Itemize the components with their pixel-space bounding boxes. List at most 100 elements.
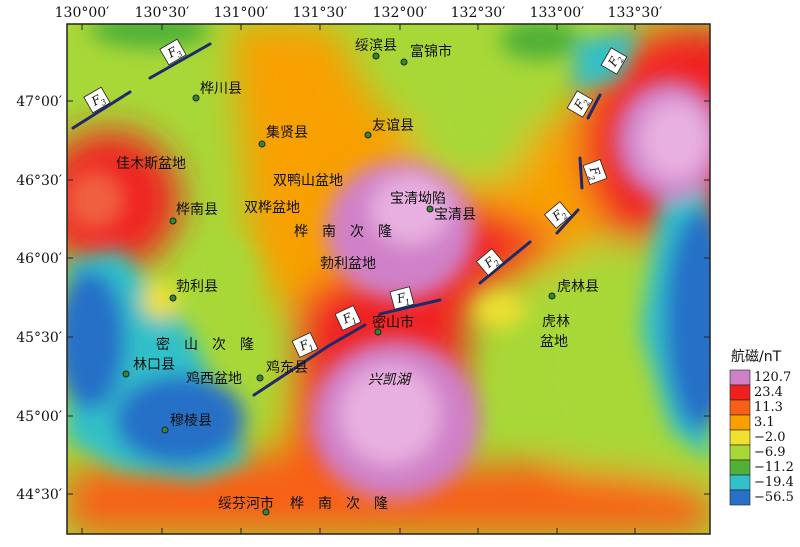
marker-baoqing: [426, 205, 434, 213]
fault-tag-f1-b: F1: [334, 305, 362, 331]
legend-value: 11.3: [754, 400, 783, 415]
place-huachuan: 桦川县: [200, 81, 242, 97]
lon-label: 132°00′: [373, 5, 428, 21]
legend-value: −56.5: [754, 490, 794, 505]
svg-text:F: F: [394, 290, 407, 306]
place-shuangyashan-basin: 双鸭山盆地: [273, 173, 343, 189]
place-hulin: 虎林县: [557, 279, 599, 295]
fault-tag-f2-c: F2: [582, 159, 608, 185]
svg-text:2: 2: [491, 258, 501, 269]
longitude-labels: 130°00′ 130°30′ 131°00′ 131°30′ 132°00′ …: [55, 5, 663, 21]
longitude-axis: [81, 24, 636, 534]
place-fujin: 富锦市: [410, 43, 452, 60]
place-mishan-uplift: 密 山 次 隆: [156, 336, 254, 353]
lon-label: 133°00′: [530, 5, 585, 21]
fault-tag-f2-e: F2: [600, 47, 628, 75]
legend-value: −11.2: [754, 460, 794, 475]
place-suifenhe: 绥芬河市: [218, 495, 274, 512]
place-shuanghua-basin: 双桦盆地: [244, 200, 300, 216]
place-muling: 穆棱县: [170, 413, 212, 429]
place-hulin-basin-1: 虎林: [542, 314, 570, 330]
fault-f1-east: [378, 298, 442, 316]
lon-label: 133°30′: [608, 5, 663, 21]
fault-tag-f1-a: F1: [291, 332, 319, 358]
place-huanan-uplift-south: 桦 南 次 隆: [290, 496, 388, 512]
legend-swatch: [729, 459, 751, 476]
place-linkou: 林口县: [133, 357, 175, 373]
marker-jixian: [258, 140, 266, 148]
place-markers: [122, 52, 556, 516]
marker-huanan: [169, 217, 177, 225]
marker-suifenhe: [262, 508, 270, 516]
svg-text:1: 1: [404, 297, 411, 307]
fault-f2-mid: [478, 240, 532, 285]
lon-label: 130°00′: [55, 5, 110, 21]
legend-value: 23.4: [754, 385, 783, 400]
lon-label: 132°30′: [451, 5, 506, 21]
legend-value: −2.0: [754, 430, 786, 445]
marker-boli: [169, 294, 177, 302]
svg-text:2: 2: [615, 55, 626, 65]
place-youyi: 友谊县: [372, 118, 414, 134]
place-suibin: 绥滨县: [355, 38, 397, 54]
fault-tag-f2-b: F2: [543, 201, 573, 229]
lat-label: 47°00′: [16, 94, 62, 110]
legend-title: 航磁/nT: [731, 349, 782, 365]
legend-swatch: [729, 369, 751, 386]
fault-tag-f3-east: F3: [159, 38, 187, 66]
legend-swatch: [729, 429, 751, 446]
fault-tag-f1-c: F1: [389, 286, 415, 310]
legend-swatch: [729, 414, 751, 431]
place-baoqing-depression: 宝清坳陷: [390, 191, 446, 207]
magnetic-anomaly-field: [67, 24, 710, 534]
marker-huachuan: [192, 94, 200, 102]
legend-swatch: [729, 384, 751, 401]
svg-text:3: 3: [175, 49, 184, 59]
legend-swatches: 120.723.411.33.1−2.0−6.9−11.2−19.4−56.5: [729, 369, 794, 506]
marker-jidong: [256, 374, 264, 382]
lon-label: 131°00′: [214, 5, 269, 21]
svg-text:1: 1: [350, 316, 358, 326]
place-boli-basin: 勃利盆地: [320, 256, 376, 272]
marker-suibin: [372, 52, 380, 60]
svg-text:1: 1: [307, 343, 315, 353]
marker-youyi: [364, 131, 372, 139]
fault-tag-f2-a: F2: [475, 248, 505, 276]
fault-f2-north: [586, 93, 602, 120]
place-huanan-uplift-north: 桦 南 次 隆: [294, 224, 392, 240]
place-huanan: 桦南县: [176, 202, 218, 218]
marker-linkou: [122, 370, 130, 378]
fault-f1-mid: [328, 323, 367, 347]
place-jixian: 集贤县: [266, 124, 308, 141]
svg-text:2: 2: [581, 98, 592, 108]
place-mishan: 密山市: [372, 314, 414, 331]
legend-value: 3.1: [754, 415, 775, 430]
place-jidong: 鸡东县: [266, 359, 308, 376]
place-jiamusi-basin: 佳木斯盆地: [116, 156, 186, 172]
place-xingkai-lake: 兴凯湖: [368, 372, 412, 388]
place-jixi-basin: 鸡西盆地: [186, 370, 242, 387]
fault-tag-f3-west: F3: [83, 86, 111, 114]
legend-swatch: [729, 444, 751, 461]
legend-value: 120.7: [754, 370, 791, 385]
place-boli: 勃利县: [176, 279, 218, 295]
place-hulin-basin-2: 盆地: [540, 334, 568, 350]
lon-label: 130°30′: [135, 5, 190, 21]
fault-f3-west: [71, 90, 132, 130]
lat-label: 45°30′: [16, 330, 62, 346]
fault-lines: [71, 42, 602, 397]
legend-value: −6.9: [754, 445, 786, 460]
legend-swatch: [729, 399, 751, 416]
svg-text:2: 2: [586, 173, 597, 182]
svg-text:3: 3: [99, 97, 108, 107]
marker-muling: [161, 426, 169, 434]
latitude-labels: 47°00′ 46°30′ 46°00′ 45°30′ 45°00′ 44°30…: [16, 94, 62, 503]
legend: 航磁/nT 120.723.411.33.1−2.0−6.9−11.2−19.4…: [729, 349, 794, 506]
fault-tag-f2-d: F2: [566, 90, 594, 118]
place-labels: 绥滨县 富锦市 桦川县 集贤县 友谊县 佳木斯盆地 双鸭山盆地 宝清坳陷 宝清县…: [116, 38, 599, 512]
fault-f3-east: [148, 42, 212, 80]
legend-swatch: [729, 474, 751, 491]
place-baoqing: 宝清县: [434, 207, 476, 223]
lat-label: 46°00′: [16, 251, 62, 267]
